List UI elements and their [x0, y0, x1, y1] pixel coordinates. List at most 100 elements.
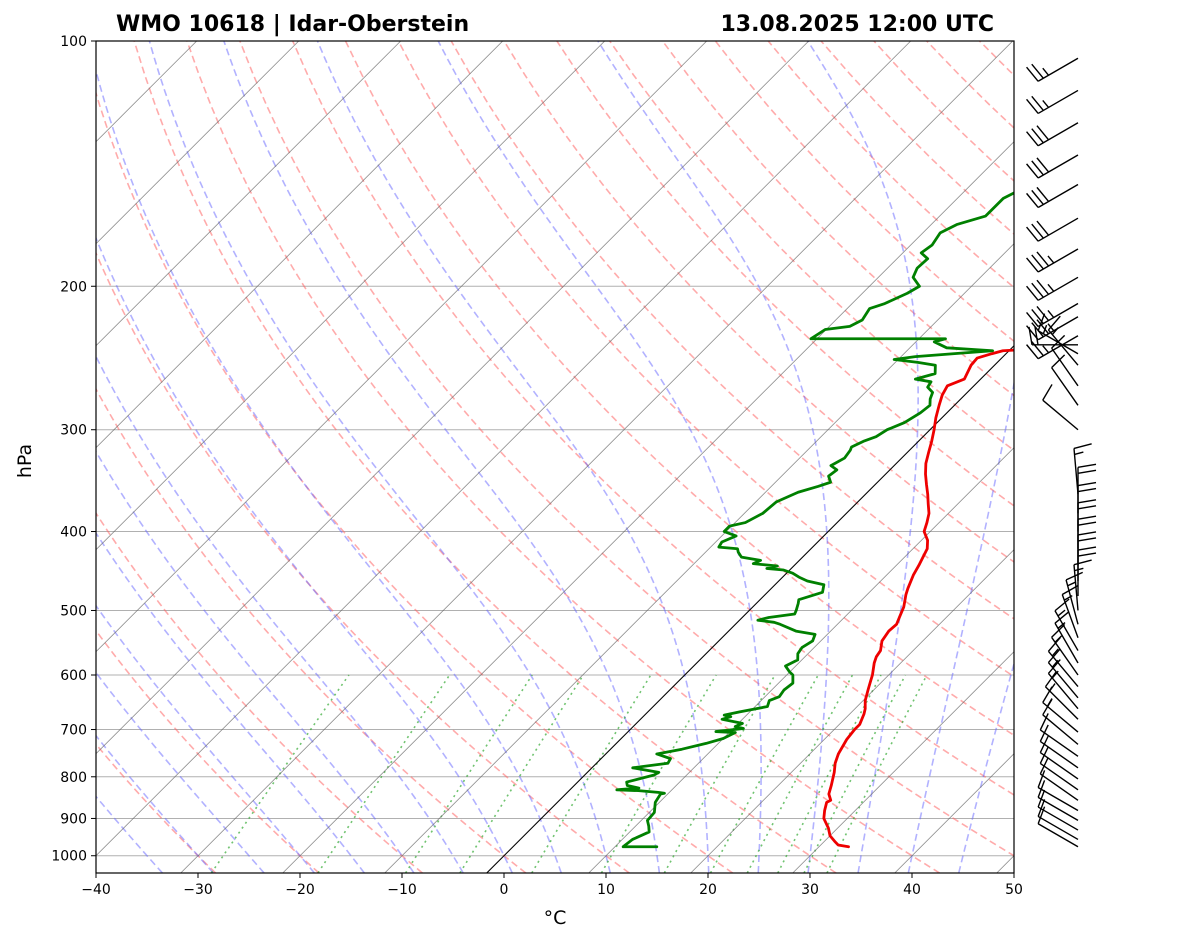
mixing-ratio-line — [600, 674, 717, 873]
y-tick-label: 1000 — [51, 849, 87, 865]
isotherm — [384, 243, 1014, 873]
wind-barb — [1026, 217, 1079, 242]
dry-adiabat — [291, 41, 1014, 796]
isotherm — [96, 41, 606, 551]
mixing-ratio-line — [803, 674, 907, 873]
plot-frame — [95, 40, 1015, 874]
zero-isotherm — [486, 344, 1014, 873]
y-tick-label: 700 — [60, 723, 87, 739]
isotherm — [96, 41, 402, 347]
wind-barb — [1026, 248, 1079, 273]
y-tick-label: 600 — [60, 668, 87, 684]
moist-adiabat — [96, 450, 415, 873]
sounding-profiles — [615, 191, 1014, 849]
x-tick-label: −10 — [387, 882, 417, 898]
mixing-ratio-line — [746, 674, 854, 873]
moist-adiabat — [148, 41, 612, 873]
temperature-profile — [822, 348, 1014, 849]
dry-adiabats — [96, 41, 1014, 873]
moist-adiabat — [96, 531, 365, 873]
x-tick-label: 20 — [699, 882, 717, 898]
mixing-ratio-lines — [210, 674, 928, 873]
dry-adiabat — [96, 511, 423, 873]
y-tick-label: 100 — [60, 34, 87, 50]
moist-adiabat — [316, 41, 710, 873]
wind-barb — [1026, 302, 1079, 328]
dry-adiabat — [239, 41, 1014, 857]
isotherms — [96, 41, 1014, 873]
y-tick-label: 400 — [60, 525, 87, 541]
isotherm — [96, 41, 708, 653]
mixing-ratio-line — [210, 674, 350, 873]
mixing-ratio-line — [663, 674, 776, 873]
x-tick-label: 0 — [500, 882, 509, 898]
wind-barb — [1026, 122, 1079, 147]
isotherm — [96, 41, 810, 755]
mixing-ratio-line — [317, 674, 451, 873]
x-tick-label: −40 — [81, 882, 111, 898]
x-axis-ticks: −40 −30 −20 −10 0 10 20 30 40 50 — [81, 873, 1023, 898]
y-axis-label: hPa — [14, 444, 36, 478]
wind-barb — [1054, 611, 1079, 664]
dry-adiabat — [133, 41, 837, 873]
x-tick-label: −30 — [183, 882, 213, 898]
isotherm — [96, 41, 504, 449]
moist-adiabat — [96, 354, 464, 873]
y-tick-label: 300 — [60, 423, 87, 439]
wind-barb — [1037, 770, 1079, 812]
wind-barb — [1073, 559, 1092, 611]
mixing-ratio-line — [826, 674, 928, 873]
x-tick-label: 30 — [801, 882, 819, 898]
dry-adiabat — [186, 41, 940, 873]
y-axis-ticks: 1000 900 800 700 600 500 400 300 200 100 — [51, 34, 96, 865]
isotherm — [690, 549, 1014, 873]
dry-adiabat — [503, 41, 1014, 563]
wind-barb — [1026, 57, 1079, 82]
x-tick-label: 50 — [1005, 882, 1023, 898]
moist-adiabat — [597, 41, 830, 873]
isotherm — [96, 41, 912, 857]
wind-barb — [1042, 384, 1079, 431]
moist-adiabat — [96, 604, 315, 873]
wind-barb — [1051, 354, 1079, 406]
y-tick-label: 900 — [60, 811, 87, 827]
wind-barb — [1073, 443, 1092, 495]
x-tick-label: −20 — [285, 882, 315, 898]
moist-adiabat — [907, 379, 1014, 873]
mixing-ratio-line — [404, 674, 533, 873]
chart-title-station: WMO 10618 | Idar-Oberstein — [116, 12, 469, 37]
isotherm — [588, 447, 1014, 873]
isotherm — [180, 41, 1014, 873]
wind-barb — [1026, 276, 1079, 301]
wind-barb — [1026, 183, 1079, 209]
mixing-ratio-line — [531, 674, 652, 873]
mixing-ratio-line — [709, 674, 819, 873]
dry-adiabat — [450, 41, 1014, 620]
moist-adiabat — [96, 67, 563, 873]
y-tick-label: 500 — [60, 603, 87, 619]
wind-barb — [1026, 316, 1079, 341]
wind-barb — [1026, 89, 1079, 115]
y-tick-label: 800 — [60, 770, 87, 786]
x-tick-label: 40 — [903, 882, 921, 898]
dry-adiabat — [661, 41, 1014, 397]
dewpoint-profile — [615, 191, 1014, 849]
isotherm — [282, 141, 1014, 873]
moist-adiabat — [96, 734, 214, 873]
wind-barb — [1026, 154, 1079, 179]
y-tick-label: 200 — [60, 279, 87, 295]
chart-title-datetime: 13.08.2025 12:00 UTC — [720, 12, 994, 37]
dry-adiabat — [96, 743, 217, 873]
wind-barb — [1051, 624, 1079, 676]
wind-barbs — [1026, 57, 1097, 848]
wind-barb — [1054, 598, 1079, 651]
x-axis-label: °C — [544, 907, 567, 929]
mixing-ratio-line — [459, 674, 584, 873]
moist-adiabat — [957, 660, 1014, 873]
x-tick-label: 10 — [597, 882, 615, 898]
isotherm — [96, 41, 300, 245]
wind-barb — [1026, 335, 1079, 360]
wind-barb — [1037, 799, 1079, 841]
